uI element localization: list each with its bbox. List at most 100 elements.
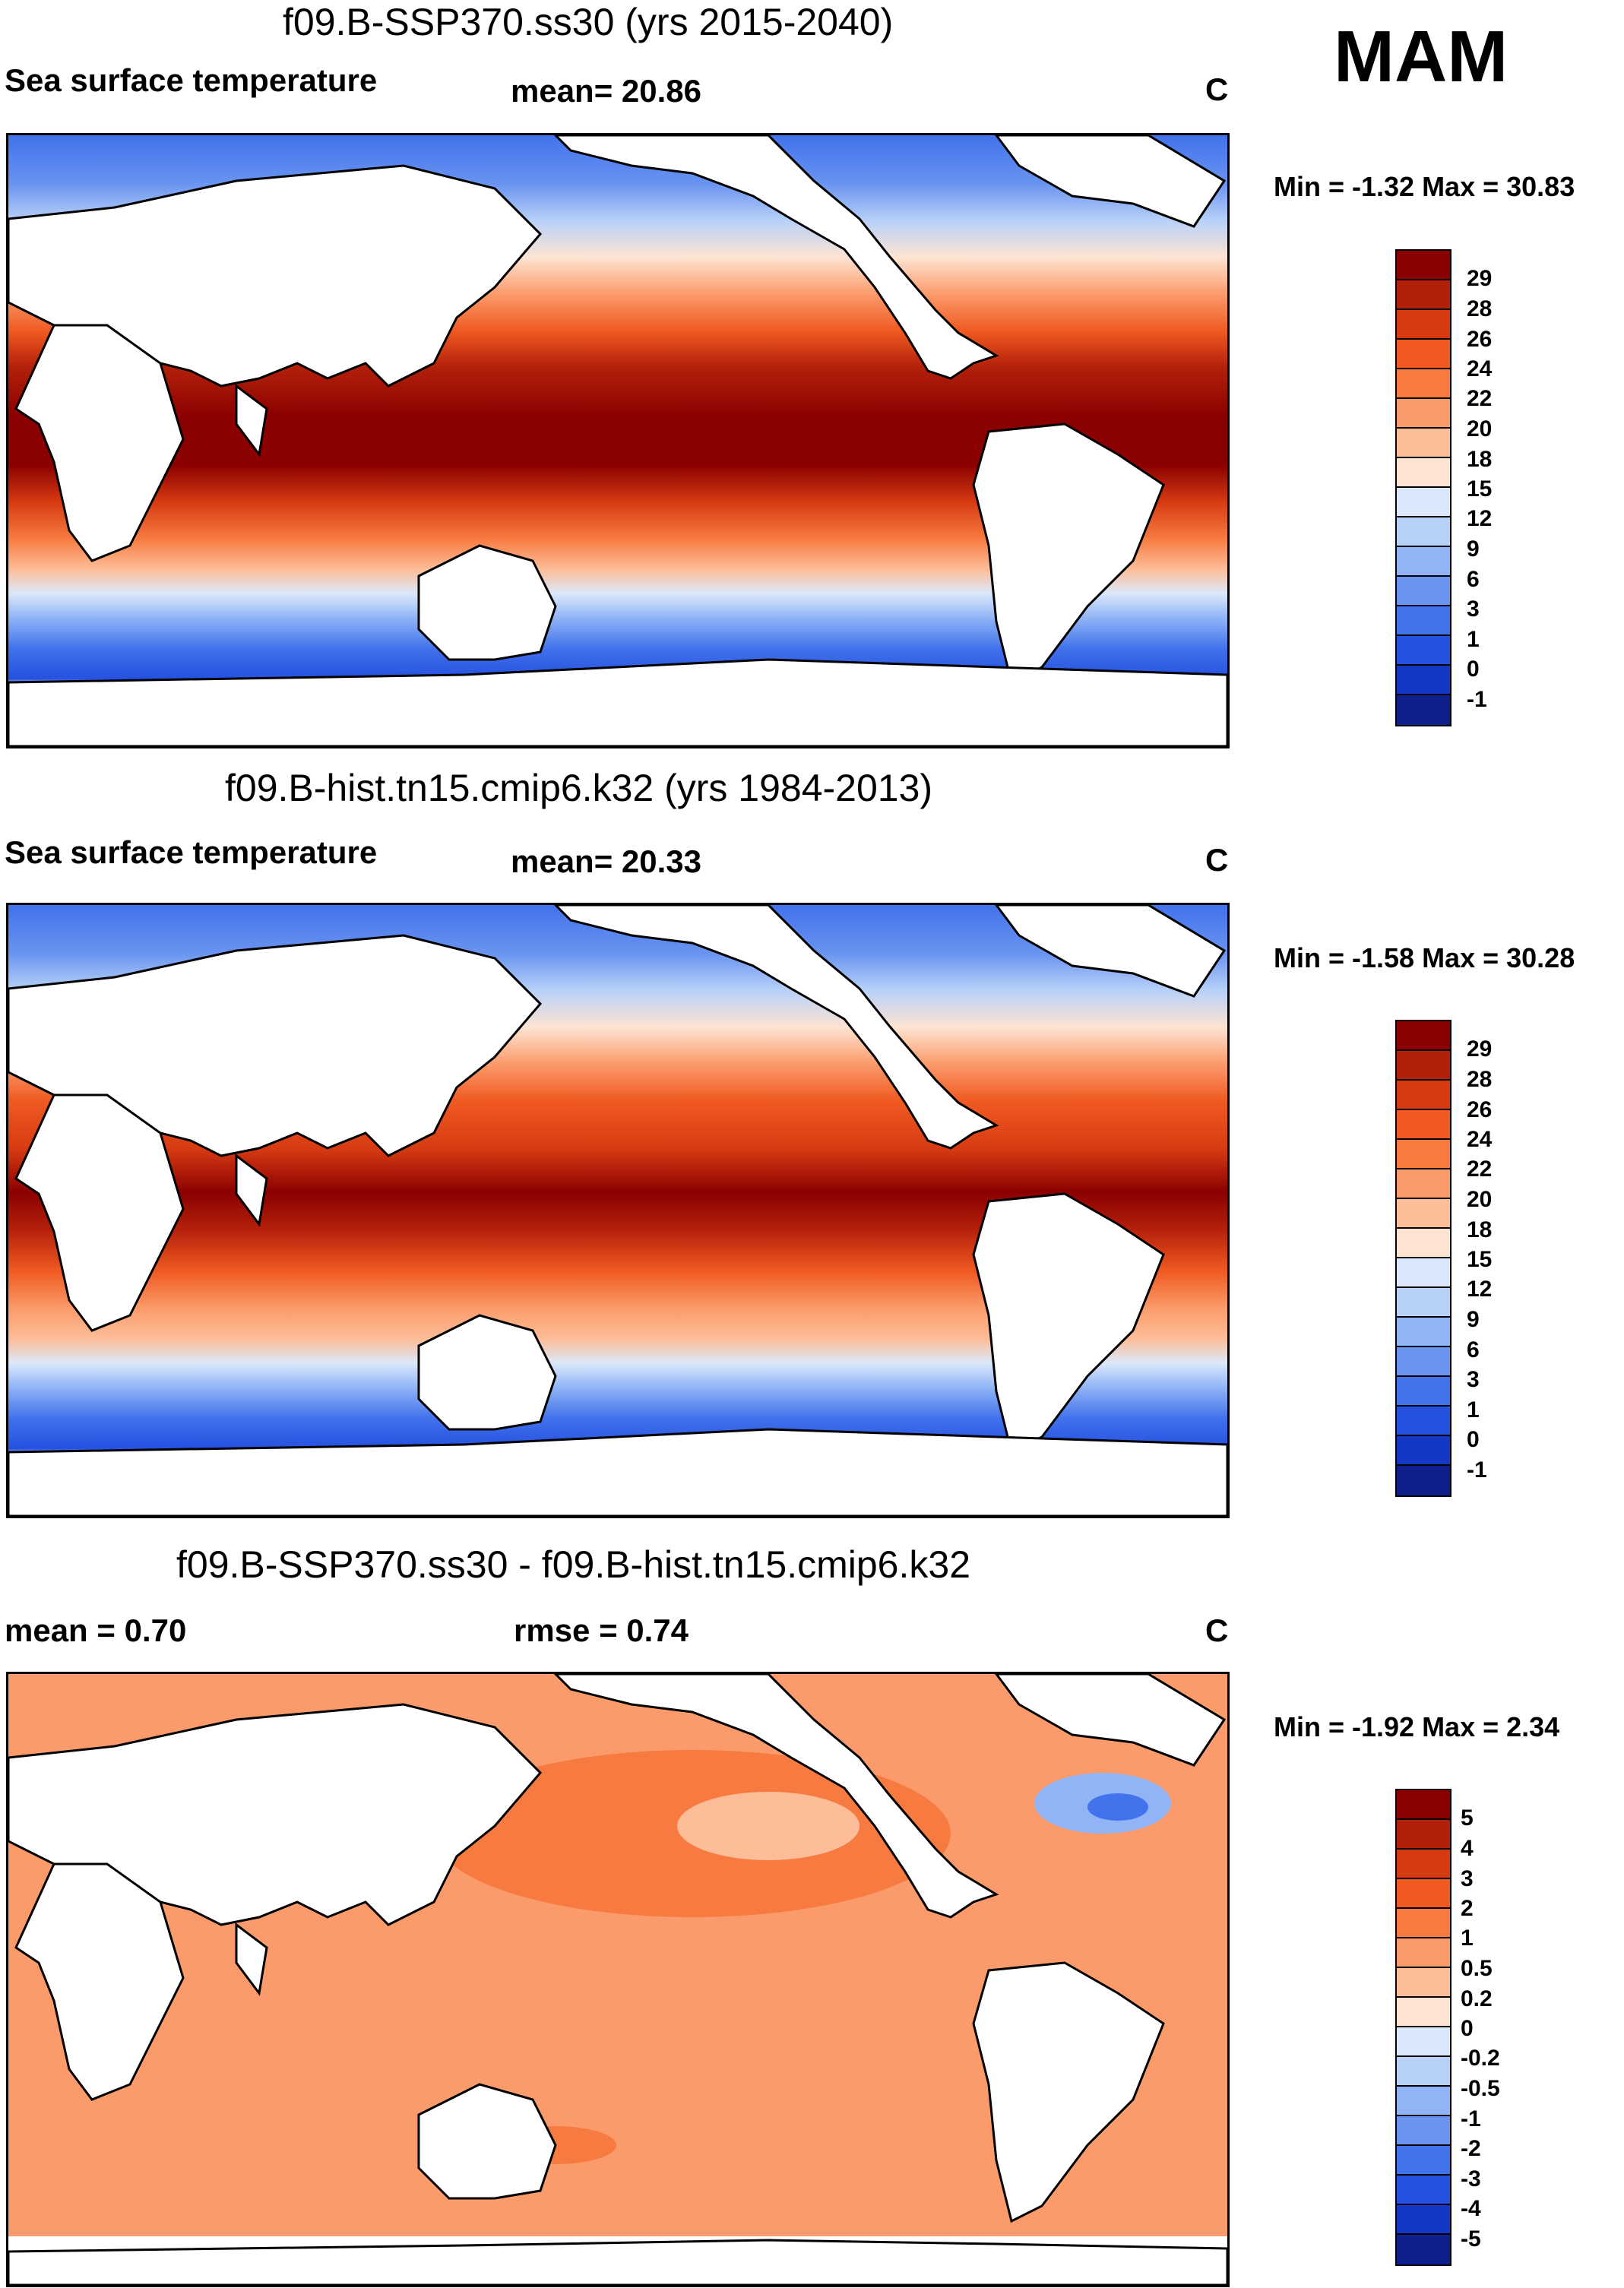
panel-3-colorbar-tick: -0.2 (1461, 2046, 1500, 2071)
panel-2-continents (8, 905, 1227, 1516)
panel-1-colorbar-swatch (1397, 606, 1450, 636)
panel-2-colorbar-swatch (1397, 1347, 1450, 1377)
panel-2-colorbar-swatch (1397, 1229, 1450, 1258)
panel-3-colorbar-tick: -2 (1461, 2136, 1481, 2161)
panel-3-colorbar-tick: 0.5 (1461, 1956, 1493, 1981)
panel-1-mean-label: mean= 20.86 (511, 73, 702, 109)
panel-1-colorbar-tick: -1 (1467, 687, 1487, 712)
panel-1-colorbar-swatch (1397, 399, 1450, 429)
panel-3-colorbar-swatch (1397, 1938, 1450, 1968)
panel-2-variable-label: Sea surface temperature (5, 834, 378, 870)
panel-3-colorbar-tick: -0.5 (1461, 2076, 1500, 2101)
panel-3-mean-label: mean = 0.70 (5, 1612, 187, 1648)
panel-3-colorbar-swatch (1397, 1968, 1450, 1998)
panel-3-colorbar-swatch (1397, 1850, 1450, 1879)
panel-3-colorbar-swatch (1397, 1909, 1450, 1938)
panel-1-minmax-label: Min = -1.32 Max = 30.83 (1274, 171, 1575, 202)
panel-1-colorbar-tick: 20 (1467, 416, 1493, 441)
panel-2-mean-label: mean= 20.33 (511, 843, 702, 879)
panel-2-colorbar-tick: 6 (1467, 1337, 1480, 1362)
panel-1-colorbar-tick: 26 (1467, 327, 1493, 352)
panel-2-title: f09.B-hist.tn15.cmip6.k32 (yrs 1984-2013… (225, 767, 933, 809)
panel-1-colorbar-swatch (1397, 577, 1450, 606)
season-label: MAM (1334, 16, 1508, 97)
panel-1-colorbar-swatch (1397, 340, 1450, 369)
panel-3-colorbar-swatch (1397, 2146, 1450, 2176)
panel-1-map-svg (8, 135, 1227, 746)
panel-3-colorbar-swatch (1397, 2057, 1450, 2087)
panel-1-colorbar-swatch (1397, 429, 1450, 458)
panel-2-colorbar-tick: 0 (1467, 1427, 1480, 1452)
panel-3-colorbar-tick: 0 (1461, 2016, 1474, 2041)
panel-2-colorbar-tick: 24 (1467, 1127, 1493, 1152)
panel-1-colorbar-swatch (1397, 547, 1450, 577)
panel-2-colorbar-swatch (1397, 1377, 1450, 1407)
panel-3-colorbar-swatch (1397, 2027, 1450, 2057)
panel-2-minmax-label: Min = -1.58 Max = 30.28 (1274, 942, 1575, 973)
panel-2-colorbar-tick: 15 (1467, 1247, 1493, 1272)
panel-3-colorbar-swatch (1397, 2176, 1450, 2205)
panel-3-colorbar-tick: 2 (1461, 1896, 1474, 1921)
panel-1-colorbar-swatch (1397, 666, 1450, 695)
panel-2-colorbar-swatch (1397, 1081, 1450, 1110)
panel-1-colorbar-swatch (1397, 310, 1450, 340)
panel-2-colorbar-swatch (1397, 1466, 1450, 1495)
panel-3-colorbar-tick: 5 (1461, 1805, 1474, 1831)
panel-2-colorbar-swatch (1397, 1436, 1450, 1466)
panel-3-colorbar-tick: 4 (1461, 1836, 1474, 1861)
panel-1-colorbar-swatch (1397, 369, 1450, 399)
panel-2-colorbar-swatch (1397, 1288, 1450, 1318)
panel-3-colorbar-swatch (1397, 1820, 1450, 1850)
panel-1-colorbar-tick: 15 (1467, 476, 1493, 502)
panel-1-colorbar-tick: 12 (1467, 506, 1493, 531)
panel-1-colorbar-tick: 22 (1467, 386, 1493, 411)
panel-2-colorbar-swatch (1397, 1199, 1450, 1229)
panel-3-colorbar-swatch (1397, 2205, 1450, 2235)
panel-3-colorbar-swatch (1397, 2235, 1450, 2264)
panel-3-cold-core (1087, 1793, 1148, 1821)
panel-1-colorbar-swatch (1397, 280, 1450, 310)
panel-2-colorbar-swatch (1397, 1021, 1450, 1051)
panel-2-colorbar-swatch (1397, 1110, 1450, 1140)
panel-3-colorbar-tick: -3 (1461, 2166, 1481, 2191)
panel-2-colorbar (1395, 1020, 1451, 1497)
panel-1-units-label: C (1205, 71, 1229, 107)
panel-3-colorbar-swatch (1397, 2116, 1450, 2146)
panel-2-colorbar-tick: 20 (1467, 1187, 1493, 1212)
panel-2-colorbar-swatch (1397, 1318, 1450, 1347)
panel-1-colorbar-tick: 9 (1467, 536, 1480, 562)
panel-3-colorbar-tick: -1 (1461, 2106, 1481, 2131)
panel-2-colorbar-tick: 12 (1467, 1277, 1493, 1302)
panel-1-colorbar-swatch (1397, 488, 1450, 517)
panel-1-colorbar-tick: 3 (1467, 597, 1480, 622)
panel-2-colorbar-tick: 26 (1467, 1097, 1493, 1122)
panel-3-map-svg (8, 1674, 1227, 2285)
panel-1-variable-label: Sea surface temperature (5, 62, 378, 98)
panel-3-colorbar-tick: 3 (1461, 1866, 1474, 1891)
panel-3-colorbar-swatch (1397, 1790, 1450, 1820)
panel-1-colorbar-swatch (1397, 695, 1450, 725)
panel-1-colorbar-tick: 6 (1467, 567, 1480, 592)
panel-1-colorbar-swatch (1397, 517, 1450, 547)
panel-2-map-svg (8, 905, 1227, 1516)
panel-3-colorbar-tick: 1 (1461, 1926, 1474, 1951)
panel-3-colorbar-swatch (1397, 1879, 1450, 1909)
panel-2-colorbar-tick: 22 (1467, 1157, 1493, 1182)
panel-3-difference-map (6, 1672, 1230, 2287)
panel-3-minmax-label: Min = -1.92 Max = 2.34 (1274, 1711, 1560, 1742)
panel-1-colorbar-swatch (1397, 458, 1450, 488)
panel-1-sst-map (6, 133, 1230, 748)
panel-1-colorbar-tick: 28 (1467, 296, 1493, 321)
panel-1-colorbar-swatch (1397, 636, 1450, 666)
panel-2-colorbar-tick: 1 (1467, 1397, 1480, 1422)
panel-2-colorbar-swatch (1397, 1258, 1450, 1288)
panel-3-continents (8, 1674, 1227, 2285)
panel-1-colorbar-tick: 1 (1467, 627, 1480, 652)
panel-2-colorbar-swatch (1397, 1051, 1450, 1081)
panel-1-colorbar-tick: 29 (1467, 266, 1493, 291)
panel-3-colorbar-tick: -4 (1461, 2196, 1481, 2221)
panel-1-colorbar-tick: 18 (1467, 447, 1493, 472)
panel-3-colorbar (1395, 1789, 1451, 2266)
panel-3-rmse-label: rmse = 0.74 (514, 1612, 689, 1648)
panel-1-colorbar-swatch (1397, 251, 1450, 280)
